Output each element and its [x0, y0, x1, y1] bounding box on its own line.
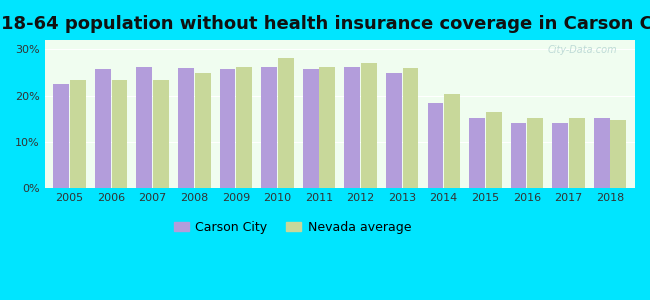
Bar	[428, 103, 443, 188]
Bar	[511, 123, 526, 188]
Title: 18-64 population without health insurance coverage in Carson City: 18-64 population without health insuranc…	[1, 15, 650, 33]
Bar	[569, 118, 585, 188]
Legend: Carson City, Nevada average: Carson City, Nevada average	[169, 216, 416, 238]
Bar	[178, 68, 194, 188]
Bar	[220, 69, 235, 188]
Bar	[594, 118, 610, 188]
Bar	[261, 68, 277, 188]
Bar	[319, 68, 335, 188]
Bar	[344, 68, 360, 188]
Text: City-Data.com: City-Data.com	[548, 45, 617, 55]
Bar	[70, 80, 86, 188]
Bar	[303, 69, 318, 188]
Bar	[386, 73, 402, 188]
Bar	[95, 69, 110, 188]
Bar	[402, 68, 419, 188]
Bar	[136, 67, 152, 188]
Bar	[552, 123, 568, 188]
Bar	[361, 63, 377, 188]
Bar	[153, 80, 169, 188]
Bar	[469, 118, 485, 188]
Bar	[486, 112, 502, 188]
Bar	[53, 84, 69, 188]
Bar	[112, 80, 127, 188]
Bar	[444, 94, 460, 188]
Bar	[278, 58, 294, 188]
Bar	[527, 118, 543, 188]
Bar	[237, 67, 252, 188]
Bar	[195, 74, 211, 188]
Bar	[610, 120, 626, 188]
